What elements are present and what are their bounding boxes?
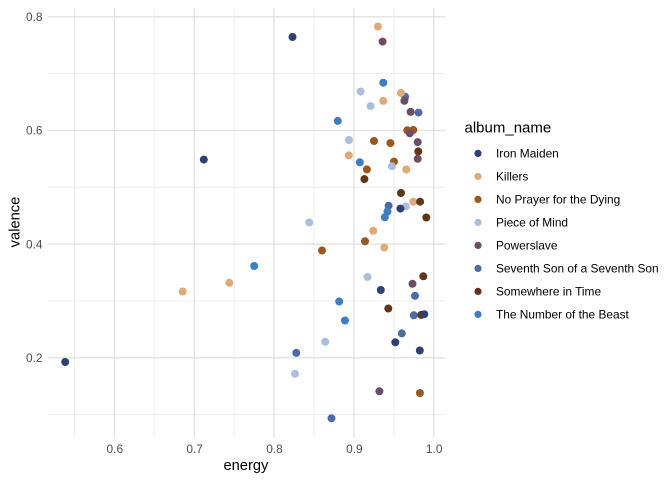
svg-text:1.0: 1.0 [426, 442, 443, 456]
svg-text:Powerslave: Powerslave [496, 238, 558, 252]
svg-text:Seventh Son of a Seventh Son: Seventh Son of a Seventh Son [496, 261, 659, 275]
svg-text:0.4: 0.4 [26, 237, 43, 251]
svg-text:Iron Maiden: Iron Maiden [496, 146, 559, 160]
svg-text:album_name: album_name [465, 119, 552, 136]
svg-text:The Number of the Beast: The Number of the Beast [496, 307, 630, 321]
svg-text:No Prayer for the Dying: No Prayer for the Dying [496, 192, 620, 206]
svg-text:0.6: 0.6 [26, 124, 43, 138]
svg-text:0.7: 0.7 [186, 442, 203, 456]
svg-text:valence: valence [8, 197, 24, 248]
svg-text:0.2: 0.2 [26, 351, 43, 365]
svg-text:Piece of Mind: Piece of Mind [496, 215, 568, 229]
svg-text:0.8: 0.8 [26, 10, 43, 24]
svg-text:energy: energy [223, 458, 269, 474]
svg-text:0.9: 0.9 [346, 442, 363, 456]
svg-text:0.6: 0.6 [107, 442, 124, 456]
svg-text:Killers: Killers [496, 169, 528, 183]
svg-text:Somewhere in Time: Somewhere in Time [496, 284, 601, 298]
svg-text:0.8: 0.8 [266, 442, 283, 456]
